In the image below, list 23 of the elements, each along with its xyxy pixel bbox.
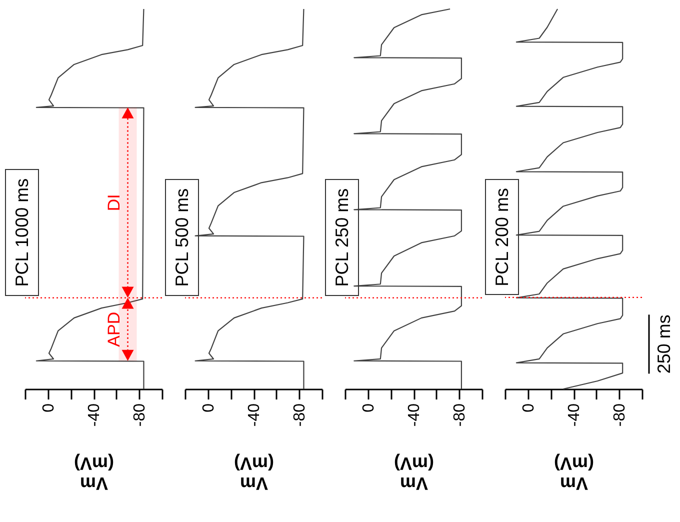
x-axis-title: Vm (mV) [74, 454, 114, 494]
annotation: PCL 250 ms [332, 188, 352, 287]
x-axis-title: Vm (mV) [554, 454, 594, 494]
x-tick-label: 0 [200, 403, 218, 412]
x-axis-title: Vm (mV) [394, 454, 434, 494]
x-tick-label: 0 [520, 403, 538, 412]
band-label: APD [104, 312, 124, 347]
annotation: PCL 200 ms [492, 188, 512, 286]
band-label: DI [104, 194, 124, 212]
annotation: PCL 1000 ms [12, 178, 32, 287]
annotation: PCL 500 ms [172, 188, 192, 287]
x-tick-label: -80 [452, 403, 469, 427]
x-tick-label: -40 [86, 403, 103, 427]
x-axis-title: Vm (mV) [234, 454, 274, 494]
x-tick-label: -80 [132, 403, 149, 427]
x-tick-label: -80 [612, 403, 629, 427]
x-tick-label: 0 [360, 403, 378, 412]
x-tick-label: -40 [566, 403, 583, 427]
x-tick-label: 0 [40, 403, 58, 412]
x-tick-label: -40 [406, 403, 423, 427]
text: 250 ms [654, 314, 674, 374]
x-tick-label: -40 [246, 403, 263, 427]
x-tick-label: -80 [292, 403, 309, 427]
